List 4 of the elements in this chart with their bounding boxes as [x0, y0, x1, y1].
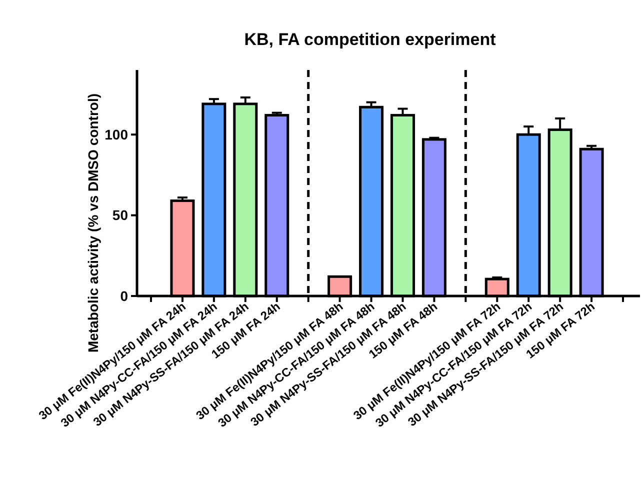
y-tick-label: 100: [104, 126, 128, 142]
y-tick-label: 0: [120, 288, 128, 304]
y-tick-label: 50: [112, 207, 128, 224]
chart-title: KB, FA competition experiment: [244, 30, 496, 49]
